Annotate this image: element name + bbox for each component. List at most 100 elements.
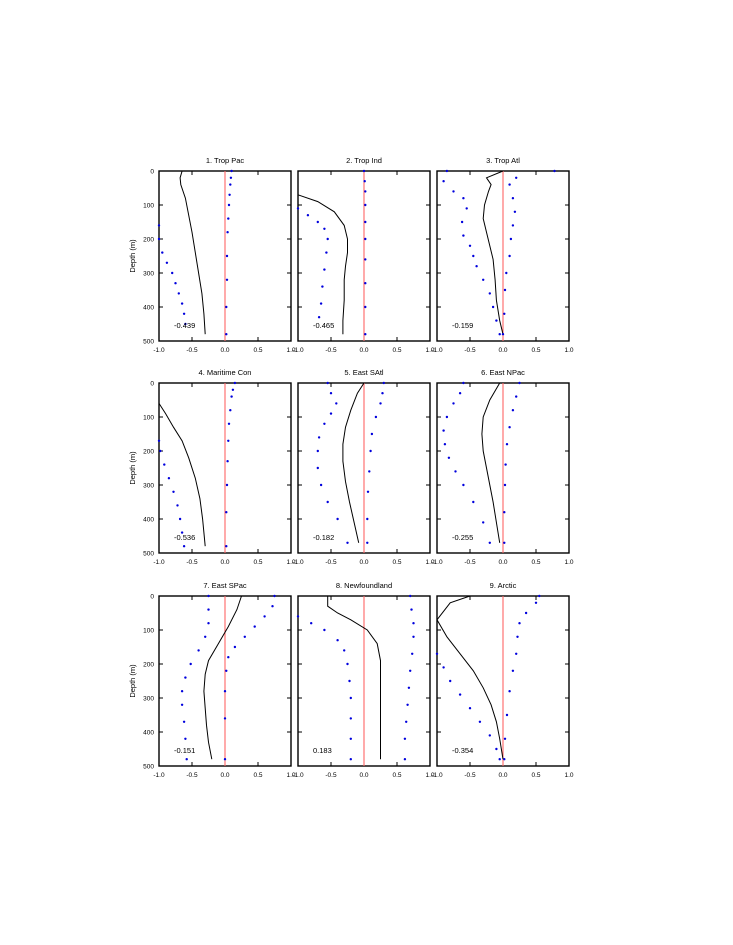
y-axis-label: Depth (m): [128, 239, 137, 273]
x-tick-label: -0.5: [186, 347, 198, 354]
series-point: [336, 517, 339, 521]
x-tick-label: 1.0: [425, 559, 434, 566]
series-point: [225, 333, 228, 336]
series-point: [319, 483, 323, 487]
series-point: [180, 302, 184, 305]
series-point: [323, 422, 326, 425]
x-tick-label: -1.0: [292, 347, 304, 354]
series-line: [436, 595, 504, 760]
series-point: [227, 439, 230, 442]
series-point: [172, 490, 175, 493]
panel-title: 4. Maritime Con: [199, 368, 252, 377]
series-point: [452, 190, 455, 193]
series-point: [177, 292, 180, 295]
correlation-value: 0.183: [313, 746, 332, 755]
series-point: [233, 645, 237, 649]
series-point: [508, 183, 511, 186]
series-point: [225, 254, 229, 258]
series-point: [515, 176, 518, 179]
series-point: [462, 234, 465, 237]
series-line: [342, 382, 365, 543]
series-point: [225, 511, 228, 514]
x-tick-label: -1.0: [153, 772, 165, 779]
series-point: [316, 466, 319, 470]
y-tick-label: 400: [143, 305, 154, 312]
x-tick-label: 0.5: [392, 559, 401, 566]
series-point: [505, 713, 509, 717]
series-point: [329, 392, 333, 395]
y-tick-label: 200: [143, 662, 154, 669]
correlation-value: -0.255: [452, 533, 473, 542]
x-tick-label: 1.0: [564, 347, 573, 354]
series-point: [364, 333, 367, 336]
series-point: [445, 169, 449, 173]
x-tick-label: 0.0: [498, 347, 507, 354]
series-point: [511, 224, 515, 227]
series-point: [296, 615, 300, 618]
series-point: [374, 415, 378, 419]
series-point: [346, 662, 349, 666]
series-point: [348, 679, 351, 683]
series-point: [410, 608, 413, 611]
series-point: [411, 652, 414, 655]
series-point: [225, 278, 229, 281]
series-point: [207, 608, 210, 611]
series-point: [501, 333, 505, 336]
correlation-value: -0.182: [313, 533, 334, 542]
correlation-value: -0.536: [174, 533, 195, 542]
chart-panel: 9. Arctic -1.0 -0.5 0.0 0.5 1.0 -0.354: [431, 581, 573, 779]
chart-panel: 8. Newfoundland -1.0 -0.5 0.0 0.5 1.0 0.183: [292, 581, 434, 779]
panel-title: 5. East SAtl: [344, 368, 384, 377]
x-tick-label: -1.0: [153, 559, 165, 566]
series-point: [508, 426, 511, 429]
x-tick-label: 1.0: [425, 772, 434, 779]
series-point: [482, 521, 485, 524]
series-point: [243, 635, 246, 638]
series-point: [319, 302, 323, 305]
correlation-value: -0.159: [452, 321, 473, 330]
series-point: [225, 483, 229, 487]
y-tick-label: 500: [143, 339, 154, 346]
series-point: [207, 594, 210, 598]
x-tick-label: 1.0: [564, 772, 573, 779]
y-tick-label: 0: [150, 381, 154, 388]
series-point: [182, 720, 186, 723]
series-point: [364, 282, 367, 285]
series-point: [409, 594, 412, 598]
x-tick-label: 0.0: [359, 559, 368, 566]
x-tick-label: 0.5: [531, 772, 540, 779]
series-point: [226, 460, 229, 463]
series-point: [518, 381, 521, 385]
series-point: [511, 409, 515, 412]
series-point: [349, 758, 352, 761]
series-point: [508, 254, 511, 258]
series-point: [171, 271, 174, 275]
series-point: [233, 381, 237, 385]
x-tick-label: 1.0: [564, 559, 573, 566]
series-point: [503, 511, 506, 514]
panel-title: 1. Trop Pac: [206, 156, 245, 165]
series-point: [323, 227, 326, 230]
series-point: [165, 261, 169, 264]
x-tick-label: -1.0: [153, 347, 165, 354]
series-point: [516, 635, 519, 638]
series-point: [462, 381, 465, 385]
series-point: [362, 169, 366, 173]
x-tick-label: 0.5: [253, 347, 262, 354]
chart-panel: 1. Trop Pac -1.0 -0.5 0.0 0.5 1.0 0 100 200 300 40…: [128, 156, 296, 354]
series-point: [515, 395, 518, 398]
series-point: [406, 703, 409, 706]
series-point: [364, 258, 367, 261]
series-point: [382, 381, 385, 385]
y-tick-label: 500: [143, 551, 154, 558]
correlation-value: -0.151: [174, 746, 195, 755]
correlation-value: -0.465: [313, 321, 334, 330]
series-point: [460, 220, 464, 224]
series-point: [230, 395, 233, 398]
chart-panel: 5. East SAtl -1.0 -0.5 0.0 0.5 1.0 -0.182: [292, 368, 434, 566]
x-tick-label: -0.5: [464, 772, 476, 779]
series-point: [230, 169, 233, 173]
series-point: [472, 254, 475, 258]
panel-title: 6. East NPac: [481, 368, 525, 377]
y-tick-label: 0: [150, 169, 154, 176]
